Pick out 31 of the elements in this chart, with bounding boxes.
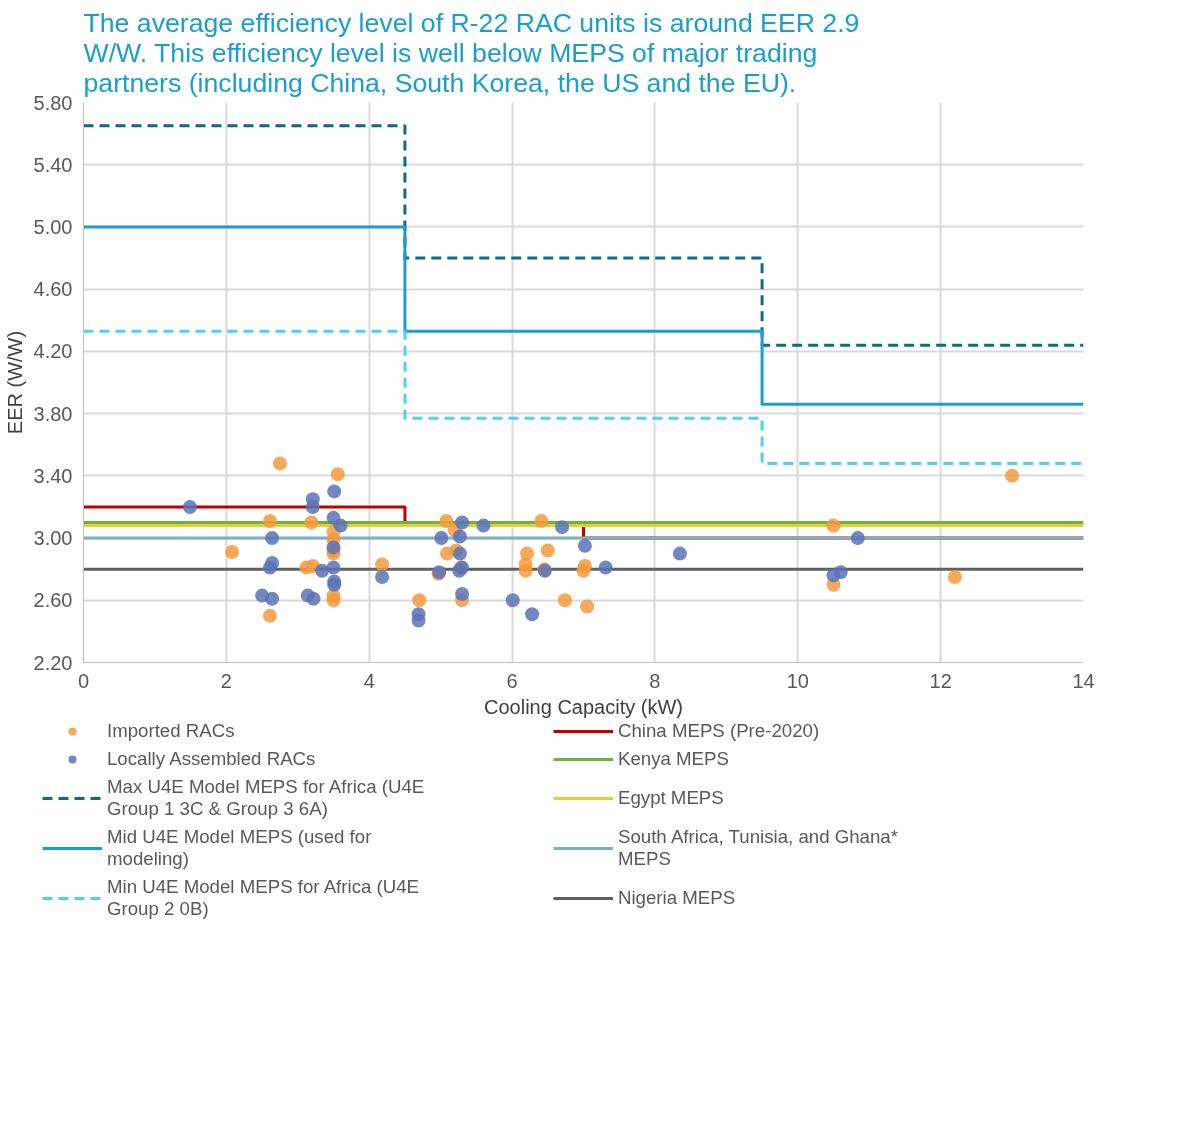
x-tick-label: 10 <box>786 669 809 692</box>
chart-title: The average efficiency level of R-22 RAC units is around EER 2.9 W/W. This efficiency level is well below MEPS of major trading partners (including China, South Korea, the US and the EU). <box>83 7 860 98</box>
legend-label: China MEPS (Pre-2020) <box>617 720 821 742</box>
y-tick-label: 3.00 <box>33 527 73 550</box>
x-tick-label: 0 <box>77 669 90 692</box>
y-tick-label: 3.80 <box>33 402 73 425</box>
x-tick-label: 2 <box>220 669 232 692</box>
legend-label: Locally Assembled RACs <box>106 748 317 770</box>
x-tick-label: 8 <box>649 669 661 692</box>
y-tick-label: 3.40 <box>33 464 73 487</box>
legend-label: Nigeria MEPS <box>617 887 737 909</box>
legend-label: Kenya MEPS <box>617 748 730 770</box>
y-tick-label: 2.60 <box>33 589 73 612</box>
y-tick-label: 5.40 <box>33 153 73 176</box>
x-tick-label: 4 <box>363 669 375 692</box>
legend-label: Imported RACs <box>106 720 236 742</box>
x-tick-label: 12 <box>929 669 952 692</box>
x-axis-title: Cooling Capacity (kW) <box>484 695 683 718</box>
legend-label: Mid U4E Model MEPS (used for modeling) <box>106 826 373 870</box>
y-tick-label: 5.80 <box>33 91 73 114</box>
x-tick-label: 6 <box>506 669 518 692</box>
legend-label: South Africa, Tunisia, and Ghana* MEPS <box>617 826 899 870</box>
x-tick-label: 14 <box>1072 669 1095 692</box>
y-tick-label: 5.00 <box>33 215 73 238</box>
legend-label: Max U4E Model MEPS for Africa (U4E Group 1 3C & Group 3 6A) <box>106 776 426 820</box>
y-tick-label: 4.60 <box>33 278 73 301</box>
y-tick-label: 2.20 <box>33 651 73 674</box>
y-axis-title: EER (W/W) <box>3 330 26 435</box>
y-tick-label: 4.20 <box>33 340 73 363</box>
legend-label: Min U4E Model MEPS for Africa (U4E Group 2 0B) <box>106 876 421 920</box>
legend-label: Egypt MEPS <box>617 787 725 809</box>
